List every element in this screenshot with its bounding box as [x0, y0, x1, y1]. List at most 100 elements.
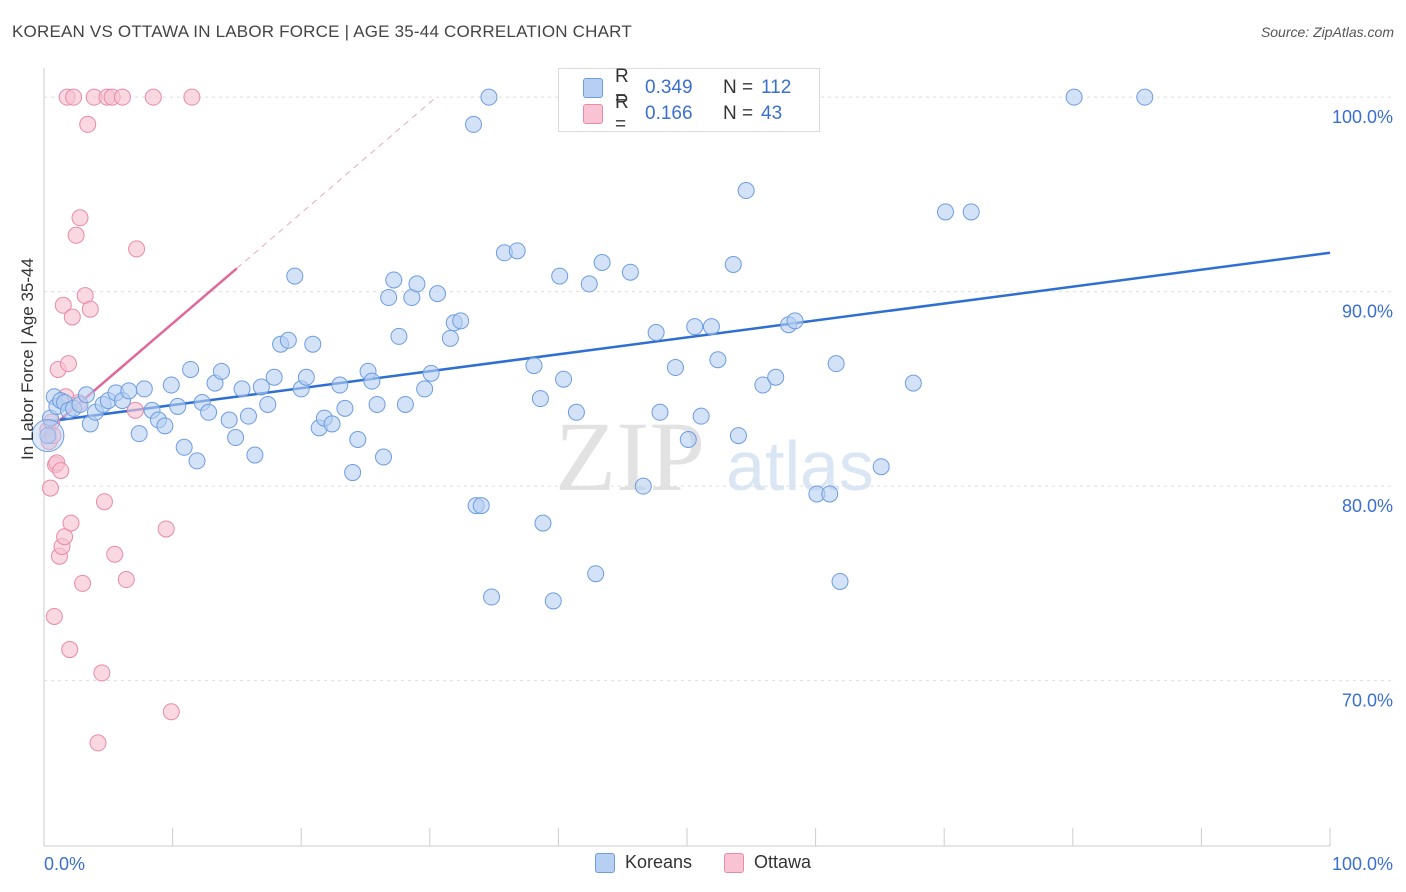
korean-point — [702, 318, 720, 336]
ottawa-point — [74, 574, 92, 592]
korean-point — [182, 360, 200, 378]
korean-point — [429, 285, 447, 303]
korean-point — [531, 390, 549, 408]
korean-cluster-point — [31, 419, 65, 453]
ottawa-point — [54, 296, 72, 314]
korean-point — [508, 242, 526, 260]
korean-point — [279, 331, 297, 349]
korean-point — [679, 430, 697, 448]
korean-point — [336, 399, 354, 417]
korean-point — [200, 403, 218, 421]
ottawa-point — [45, 607, 63, 625]
legend-item-ottawa[interactable]: Ottawa — [724, 852, 811, 873]
ottawa-point — [162, 703, 180, 721]
bottom-legend: Koreans Ottawa — [0, 852, 1406, 873]
korean-point — [233, 380, 251, 398]
korean-point — [408, 275, 426, 293]
ottawa-point — [41, 479, 59, 497]
korean-point — [39, 427, 57, 445]
korean-point — [1136, 88, 1154, 106]
korean-point — [385, 271, 403, 289]
ottawa-point — [79, 115, 97, 133]
ottawa-point — [71, 209, 89, 227]
legend-r-label: R = — [615, 66, 629, 109]
korean-point — [259, 395, 277, 413]
korean-point — [344, 464, 362, 482]
korean-point — [390, 327, 408, 345]
korean-point — [692, 407, 710, 425]
korean-point — [555, 370, 573, 388]
korean-point — [962, 203, 980, 221]
legend-item-koreans[interactable]: Koreans — [594, 852, 692, 873]
korean-point — [212, 362, 230, 380]
korean-point — [551, 267, 569, 285]
ottawa-point — [56, 528, 74, 546]
korean-point — [130, 425, 148, 443]
y-tick-label: 80.0% — [1342, 496, 1393, 516]
korean-point — [304, 335, 322, 353]
ottawa-point — [62, 514, 80, 532]
legend-swatch-koreans — [594, 852, 615, 873]
ottawa-point — [63, 308, 81, 326]
korean-point — [363, 372, 381, 390]
ottawa-point — [67, 226, 85, 244]
ottawa-point — [93, 664, 111, 682]
korean-point — [441, 329, 459, 347]
korean-point — [686, 318, 704, 336]
korean-point — [239, 407, 257, 425]
legend-box: R = 0.349 N = 112 R = 0.166 N = 43 — [558, 66, 820, 135]
korean-point — [786, 312, 804, 330]
korean-point — [580, 275, 598, 293]
korean-point — [666, 359, 684, 377]
y-tick-label: 90.0% — [1342, 302, 1393, 322]
legend-row-koreans: R = 0.349 N = 112 — [583, 66, 791, 109]
ottawa-point — [144, 88, 162, 106]
korean-point — [567, 403, 585, 421]
korean-point — [827, 355, 845, 373]
ottawa-point — [126, 401, 144, 419]
legend-row-ottawa: R = 0.166 N = 43 — [583, 92, 783, 135]
ottawa-point — [95, 493, 113, 511]
korean-point — [936, 203, 954, 221]
korean-point — [188, 452, 206, 470]
legend-n-label: N = — [723, 77, 754, 98]
korean-point — [323, 415, 341, 433]
x-tick-label-max: 100.0% — [1332, 854, 1393, 874]
korean-point — [265, 368, 283, 386]
korean-point — [480, 88, 498, 106]
korean-point — [544, 592, 562, 610]
korean-point — [534, 514, 552, 532]
korean-point — [821, 485, 839, 503]
source-label: Source: ZipAtlas.com — [1260, 24, 1394, 40]
korean-point — [729, 427, 747, 445]
korean-point — [872, 458, 890, 476]
legend-n-value: 43 — [761, 103, 783, 124]
korean-point — [368, 395, 386, 413]
ottawa-point — [89, 734, 107, 752]
korean-point — [1065, 88, 1083, 106]
korean-point — [135, 380, 153, 398]
ottawa-point — [65, 88, 83, 106]
korean-point — [297, 368, 315, 386]
ottawa-trend-extension — [236, 96, 437, 269]
legend-r-value: 0.349 — [645, 77, 693, 98]
korean-point — [246, 446, 264, 464]
korean-point — [452, 312, 470, 330]
korean-point — [422, 364, 440, 382]
legend-swatch-ottawa — [724, 852, 744, 873]
legend-n-label: N = — [723, 103, 754, 124]
korean-point — [416, 380, 434, 398]
ottawa-point — [81, 300, 99, 318]
ottawa-point — [117, 571, 135, 589]
korean-point — [252, 378, 270, 396]
korean-point — [169, 397, 187, 415]
korean-point — [767, 368, 785, 386]
korean-point — [286, 267, 304, 285]
watermark-atlas: atlas — [726, 427, 874, 505]
korean-point — [621, 263, 639, 281]
korean-point — [375, 448, 393, 466]
korean-point — [162, 376, 180, 394]
korean-point — [904, 374, 922, 392]
korean-point — [156, 417, 174, 435]
korean-point — [227, 429, 245, 447]
